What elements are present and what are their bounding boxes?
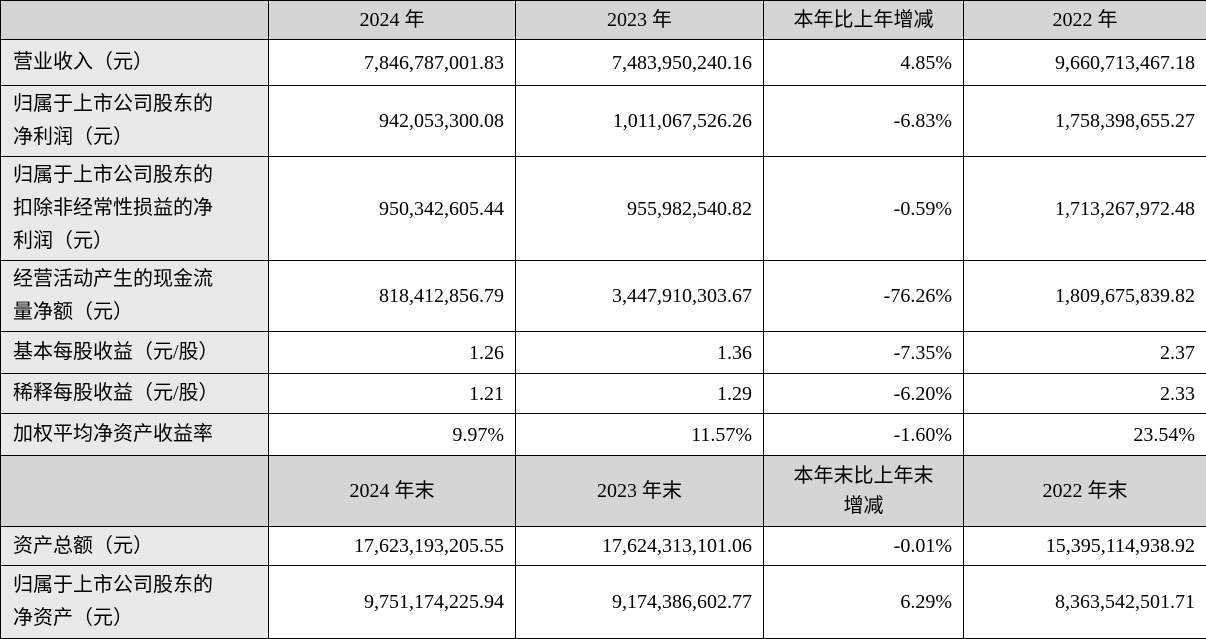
column-header: 2023 年	[516, 1, 764, 40]
value-cell: 17,623,193,205.55	[269, 527, 516, 566]
value-cell: 955,982,540.82	[516, 157, 764, 261]
value-cell: 6.29%	[764, 566, 964, 639]
column-header: 2023 年末	[516, 456, 764, 527]
value-cell: 1,713,267,972.48	[964, 157, 1206, 261]
value-cell: 9,751,174,225.94	[269, 566, 516, 639]
value-cell: 11.57%	[516, 414, 764, 456]
value-cell: 4.85%	[764, 40, 964, 86]
column-header: 2022 年末	[964, 456, 1206, 527]
value-cell: 1.29	[516, 374, 764, 414]
row-header: 稀释每股收益（元/股）	[1, 374, 269, 414]
column-header: 本年末比上年末 增减	[764, 456, 964, 527]
value-cell: 8,363,542,501.71	[964, 566, 1206, 639]
value-cell: 1.36	[516, 332, 764, 374]
value-cell: 2.37	[964, 332, 1206, 374]
value-cell: 15,395,114,938.92	[964, 527, 1206, 566]
value-cell: -7.35%	[764, 332, 964, 374]
corner-cell	[1, 456, 269, 527]
value-cell: 1,758,398,655.27	[964, 86, 1206, 157]
value-cell: 9,174,386,602.77	[516, 566, 764, 639]
value-cell: 2.33	[964, 374, 1206, 414]
column-header: 本年比上年增减	[764, 1, 964, 40]
value-cell: 9,660,713,467.18	[964, 40, 1206, 86]
value-cell: -1.60%	[764, 414, 964, 456]
value-cell: 17,624,313,101.06	[516, 527, 764, 566]
row-header: 加权平均净资产收益率	[1, 414, 269, 456]
value-cell: 950,342,605.44	[269, 157, 516, 261]
table-row: 归属于上市公司股东的 扣除非经常性损益的净 利润（元）950,342,605.4…	[1, 157, 1206, 261]
corner-cell	[1, 1, 269, 40]
value-cell: 23.54%	[964, 414, 1206, 456]
column-header: 2024 年	[269, 1, 516, 40]
row-header: 经营活动产生的现金流 量净额（元）	[1, 261, 269, 332]
row-header: 资产总额（元）	[1, 527, 269, 566]
row-header: 归属于上市公司股东的 扣除非经常性损益的净 利润（元）	[1, 157, 269, 261]
value-cell: 9.97%	[269, 414, 516, 456]
value-cell: 1,809,675,839.82	[964, 261, 1206, 332]
value-cell: -0.59%	[764, 157, 964, 261]
value-cell: -0.01%	[764, 527, 964, 566]
value-cell: 1,011,067,526.26	[516, 86, 764, 157]
row-header: 归属于上市公司股东的 净利润（元）	[1, 86, 269, 157]
value-cell: -6.20%	[764, 374, 964, 414]
value-cell: 1.26	[269, 332, 516, 374]
column-header: 2022 年	[964, 1, 1206, 40]
row-header: 归属于上市公司股东的 净资产（元）	[1, 566, 269, 639]
value-cell: 7,483,950,240.16	[516, 40, 764, 86]
value-cell: 818,412,856.79	[269, 261, 516, 332]
value-cell: 942,053,300.08	[269, 86, 516, 157]
value-cell: -76.26%	[764, 261, 964, 332]
value-cell: 7,846,787,001.83	[269, 40, 516, 86]
row-header: 基本每股收益（元/股）	[1, 332, 269, 374]
row-header: 营业收入（元）	[1, 40, 269, 86]
value-cell: 3,447,910,303.67	[516, 261, 764, 332]
value-cell: -6.83%	[764, 86, 964, 157]
column-header: 2024 年末	[269, 456, 516, 527]
value-cell: 1.21	[269, 374, 516, 414]
